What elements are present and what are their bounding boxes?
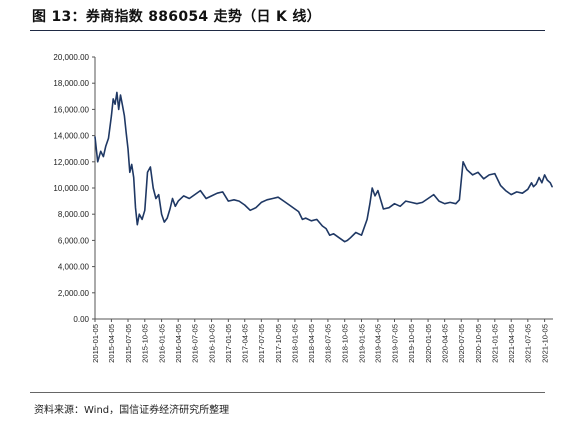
top-rule (30, 30, 545, 31)
x-tick-label: 2017-07-05 (257, 324, 266, 363)
y-tick-label: 2,000.00 (58, 289, 90, 298)
x-tick-label: 2019-01-05 (357, 324, 366, 363)
plot-area (94, 91, 553, 243)
x-tick-label: 2016-04-05 (174, 324, 183, 363)
y-tick-label: 12,000.00 (53, 158, 89, 167)
x-tick-label: 2015-10-05 (141, 324, 150, 363)
x-tick-label: 2020-10-05 (474, 324, 483, 363)
x-tick-label: 2019-04-05 (374, 324, 383, 363)
x-tick-label: 2021-07-05 (524, 324, 533, 363)
y-tick-label: 6,000.00 (58, 236, 90, 245)
y-tick-label: 20,000.00 (53, 53, 89, 62)
x-tick-label: 2015-07-05 (124, 324, 133, 363)
x-tick-label: 2018-01-05 (291, 324, 300, 363)
series-line-0 (94, 91, 553, 243)
source-note: 资料来源：Wind，国信证券经济研究所整理 (34, 405, 230, 416)
x-tick-label: 2017-10-05 (274, 324, 283, 363)
x-tick-label: 2019-07-05 (390, 324, 399, 363)
x-tick-label: 2021-04-05 (507, 324, 516, 363)
figure-title: 图 13：券商指数 886054 走势（日 K 线） (32, 9, 321, 25)
x-tick-label: 2020-04-05 (440, 324, 449, 363)
x-tick-label: 2019-10-05 (407, 324, 416, 363)
x-tick-label: 2018-07-05 (324, 324, 333, 363)
x-tick-label: 2016-07-05 (191, 324, 200, 363)
y-tick-label: 8,000.00 (58, 210, 90, 219)
y-tick-label: 18,000.00 (53, 79, 89, 88)
x-tick-label: 2018-04-05 (307, 324, 316, 363)
bottom-rule (30, 392, 545, 393)
x-tick-label: 2021-01-05 (491, 324, 500, 363)
x-tick-label: 2016-10-05 (207, 324, 216, 363)
y-tick-label: 16,000.00 (53, 105, 89, 114)
x-tick-label: 2015-04-05 (107, 324, 116, 363)
y-tick-label: 14,000.00 (53, 132, 89, 141)
x-tick-label: 2017-01-05 (224, 324, 233, 363)
x-axis: 2015-01-05 2015-04-05 2015-07-05 2015-10-05… (91, 318, 553, 363)
x-tick-label: 2016-01-05 (157, 324, 166, 363)
x-tick-label: 2020-01-05 (424, 324, 433, 363)
y-axis: 0.00 2,000.00 4,000.00 6,000.00 8,000.00 10,0… (53, 53, 96, 324)
y-tick-label: 10,000.00 (53, 184, 89, 193)
y-tick-label: 4,000.00 (58, 263, 90, 272)
y-tick-label: 0.00 (73, 315, 89, 324)
x-tick-label: 2020-07-05 (457, 324, 466, 363)
x-tick-label: 2015-01-05 (91, 324, 100, 363)
x-tick-label: 2018-10-05 (341, 324, 350, 363)
x-tick-label: 2017-04-05 (241, 324, 250, 363)
x-tick-label: 2021-10-05 (540, 324, 549, 363)
